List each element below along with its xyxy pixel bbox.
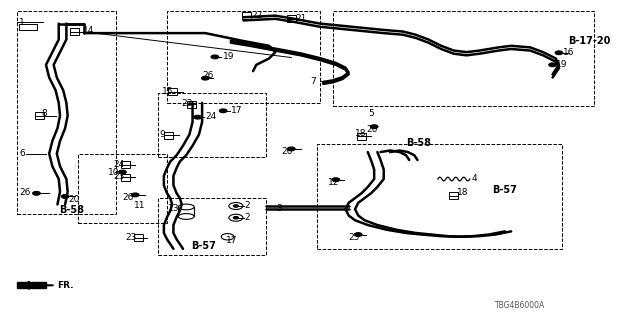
Bar [449, 192, 458, 199]
Circle shape [555, 51, 563, 55]
Bar [168, 88, 177, 95]
Bar [19, 24, 37, 30]
Circle shape [118, 170, 126, 174]
Bar [357, 133, 366, 140]
Text: 19: 19 [223, 52, 235, 61]
Circle shape [194, 115, 202, 119]
Text: 23: 23 [113, 172, 124, 181]
Text: 2: 2 [245, 212, 250, 222]
Text: 13: 13 [168, 204, 180, 213]
Text: B-57: B-57 [492, 185, 517, 195]
Circle shape [371, 125, 378, 129]
Circle shape [287, 147, 295, 151]
Text: 24: 24 [113, 160, 124, 169]
Circle shape [234, 205, 239, 207]
Text: 3: 3 [276, 204, 282, 213]
Circle shape [33, 191, 40, 195]
Text: 23: 23 [181, 99, 193, 108]
Text: 22: 22 [251, 11, 262, 20]
Text: 17: 17 [231, 106, 243, 115]
Text: B-57: B-57 [191, 241, 216, 251]
Circle shape [131, 193, 139, 197]
Circle shape [61, 195, 69, 198]
Bar [78, 154, 167, 223]
Text: 12: 12 [328, 178, 339, 187]
Text: 16: 16 [563, 48, 574, 57]
Text: 2: 2 [245, 201, 250, 210]
Text: B-58: B-58 [59, 205, 84, 215]
Bar [157, 198, 266, 255]
Circle shape [548, 63, 556, 67]
Text: 26: 26 [122, 193, 134, 202]
Text: 6: 6 [19, 149, 25, 158]
Text: 15: 15 [162, 87, 173, 96]
Text: 26: 26 [203, 71, 214, 80]
Bar [167, 11, 320, 103]
Text: 8: 8 [41, 108, 47, 117]
Text: 10: 10 [108, 168, 119, 177]
Bar [317, 144, 562, 249]
Text: 18: 18 [355, 129, 367, 138]
Text: TBG4B6000A: TBG4B6000A [495, 301, 545, 310]
Text: 24: 24 [205, 112, 216, 121]
Circle shape [202, 76, 209, 80]
Text: 11: 11 [134, 201, 145, 210]
Text: 26: 26 [19, 188, 31, 197]
Bar [134, 234, 143, 241]
Text: 21: 21 [296, 14, 307, 23]
Bar [70, 28, 79, 35]
Polygon shape [17, 282, 46, 288]
Bar [242, 12, 252, 19]
Circle shape [234, 216, 239, 219]
Text: 9: 9 [159, 130, 165, 139]
Bar [121, 161, 130, 168]
Text: 4: 4 [472, 174, 477, 183]
Bar [35, 112, 44, 119]
Bar [287, 15, 296, 22]
Circle shape [355, 233, 362, 236]
Text: 17: 17 [226, 236, 237, 245]
Bar [333, 11, 594, 106]
Circle shape [211, 55, 219, 59]
Text: 25: 25 [349, 233, 360, 242]
Text: 1: 1 [19, 18, 25, 27]
Text: B-58: B-58 [406, 138, 431, 148]
Text: B-17-20: B-17-20 [568, 36, 611, 46]
Circle shape [332, 178, 340, 181]
Text: FR.: FR. [58, 281, 74, 290]
Text: 14: 14 [83, 26, 94, 36]
Bar [187, 101, 196, 108]
Bar [157, 93, 266, 157]
Text: 26: 26 [282, 147, 293, 156]
Text: 18: 18 [457, 188, 468, 197]
Text: 5: 5 [368, 108, 374, 117]
Circle shape [220, 109, 227, 113]
Text: 7: 7 [310, 77, 316, 86]
Text: 19: 19 [556, 60, 567, 69]
Bar [164, 132, 173, 139]
Text: 26: 26 [366, 125, 377, 134]
Bar [121, 174, 130, 181]
Bar [17, 11, 116, 214]
Text: 20: 20 [68, 195, 79, 204]
Text: 23: 23 [125, 233, 137, 242]
